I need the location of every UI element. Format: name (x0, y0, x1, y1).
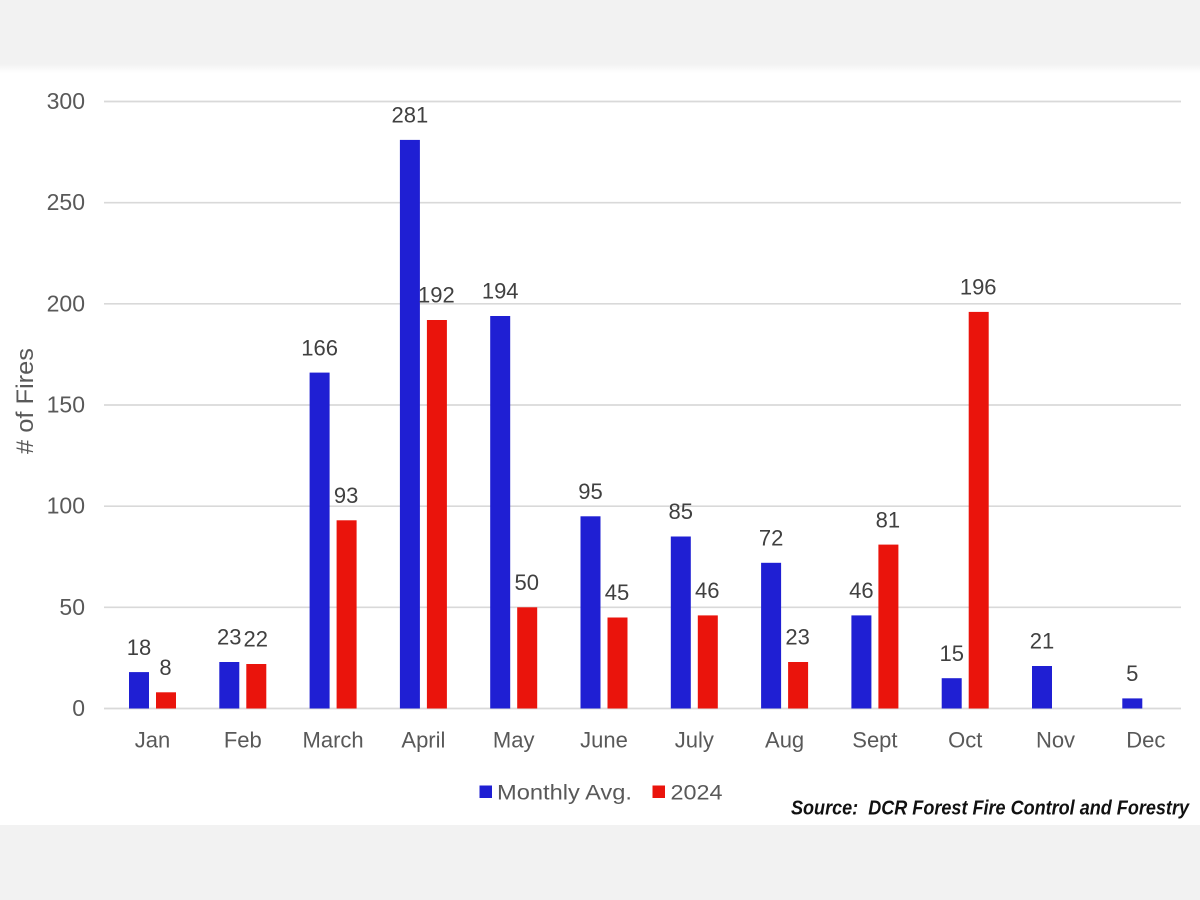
svg-text:22: 22 (244, 627, 268, 652)
svg-text:281: 281 (392, 103, 429, 128)
svg-text:21: 21 (1030, 629, 1054, 654)
svg-text:85: 85 (669, 499, 693, 524)
svg-text:93: 93 (334, 483, 358, 508)
svg-text:18: 18 (127, 635, 151, 660)
svg-text:50: 50 (59, 594, 85, 620)
svg-text:15: 15 (939, 641, 963, 666)
svg-text:72: 72 (759, 526, 783, 551)
svg-text:Source: DCR Forest Fire Contr: Source: DCR Forest Fire Control and Fore… (791, 798, 1190, 820)
svg-text:Feb: Feb (224, 728, 262, 753)
svg-text:95: 95 (578, 479, 602, 504)
svg-text:300: 300 (47, 88, 85, 114)
svg-text:100: 100 (47, 493, 85, 519)
svg-text:June: June (580, 728, 628, 753)
svg-text:March: March (303, 728, 364, 753)
svg-text:81: 81 (876, 507, 900, 532)
svg-text:Sept: Sept (852, 728, 897, 753)
svg-text:Nov: Nov (1036, 728, 1075, 753)
svg-text:Monthly Avg.: Monthly Avg. (497, 782, 632, 805)
svg-text:0: 0 (72, 695, 85, 721)
svg-text:150: 150 (47, 392, 85, 418)
svg-text:194: 194 (482, 279, 519, 304)
svg-text:# of Fires: # of Fires (12, 348, 39, 454)
svg-text:Oct: Oct (948, 728, 982, 753)
svg-text:196: 196 (960, 275, 997, 300)
svg-text:23: 23 (785, 625, 809, 650)
svg-text:166: 166 (301, 335, 338, 360)
svg-text:5: 5 (1126, 661, 1138, 686)
svg-text:July: July (675, 728, 714, 753)
svg-text:23: 23 (217, 625, 241, 650)
svg-text:8: 8 (159, 655, 171, 680)
svg-text:192: 192 (418, 283, 455, 308)
svg-text:Dec: Dec (1126, 728, 1165, 753)
svg-text:200: 200 (47, 290, 85, 316)
svg-text:45: 45 (605, 580, 629, 605)
svg-text:2024: 2024 (671, 782, 723, 805)
svg-text:Aug: Aug (765, 728, 804, 753)
svg-text:50: 50 (514, 570, 538, 595)
svg-text:Jan: Jan (135, 728, 170, 753)
svg-text:May: May (493, 728, 535, 753)
svg-text:250: 250 (47, 189, 85, 215)
svg-text:April: April (401, 728, 445, 753)
svg-text:46: 46 (695, 578, 719, 603)
svg-text:46: 46 (849, 578, 873, 603)
